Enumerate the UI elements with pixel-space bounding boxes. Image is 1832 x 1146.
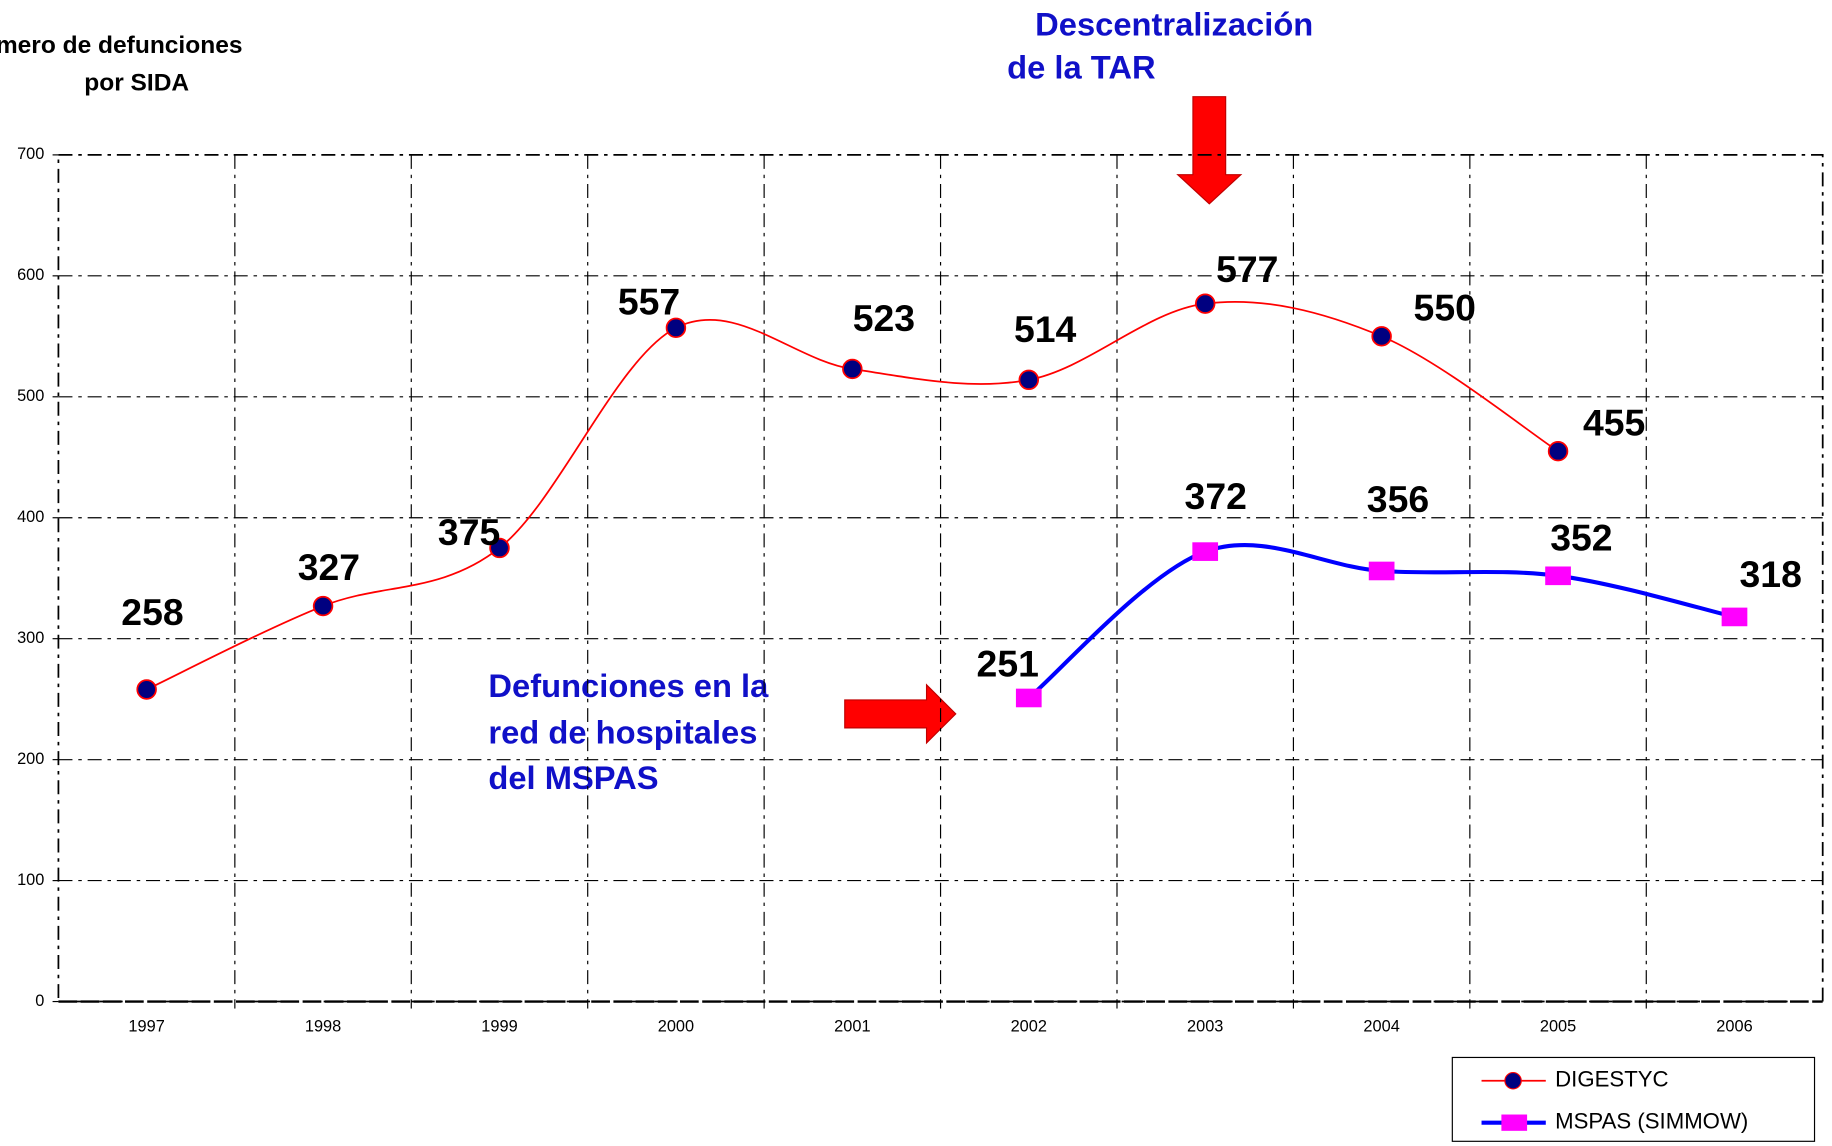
legend: DIGESTYC MSPAS (SIMMOW)	[1451, 1056, 1816, 1142]
data-label: 455	[1583, 402, 1645, 444]
x-tick-label: 2004	[1363, 1018, 1399, 1036]
y-tick-label: 100	[17, 871, 44, 889]
data-label: 577	[1216, 248, 1278, 290]
marker	[665, 317, 687, 339]
series-line	[146, 301, 1559, 691]
arrow	[844, 683, 957, 745]
marker	[842, 358, 863, 380]
data-label: 318	[1740, 553, 1802, 595]
x-tick-label: 2002	[1011, 1018, 1047, 1036]
y-axis-title: Número de defunciones	[0, 32, 242, 59]
marker	[1371, 326, 1392, 347]
marker	[1368, 561, 1395, 581]
annotation: del MSPAS	[488, 759, 658, 796]
legend-marker	[1501, 1114, 1528, 1131]
marker	[312, 595, 334, 617]
x-tick-label: 1998	[305, 1018, 341, 1036]
y-tick-label: 500	[17, 387, 44, 405]
data-label: 352	[1550, 517, 1612, 559]
x-tick-label: 2001	[834, 1018, 870, 1036]
x-tick-label: 2000	[658, 1018, 694, 1036]
x-tick-label: 2006	[1716, 1018, 1752, 1036]
y-tick-label: 200	[17, 750, 44, 768]
x-tick-label: 1999	[481, 1018, 517, 1036]
arrow	[1176, 96, 1243, 205]
data-label: 550	[1414, 287, 1476, 329]
y-tick-label: 0	[35, 992, 44, 1010]
x-tick-label: 2003	[1187, 1018, 1223, 1036]
y-axis-title: por SIDA	[84, 69, 189, 96]
annotation: Descentralización	[1035, 5, 1313, 42]
y-tick-label: 300	[17, 629, 44, 647]
annotation: Defunciones en la	[488, 667, 769, 704]
data-label: 375	[438, 511, 500, 553]
data-label: 258	[121, 591, 183, 633]
legend-label: MSPAS (SIMMOW)	[1555, 1109, 1748, 1134]
annotation: red de hospitales	[488, 714, 757, 751]
marker	[1015, 688, 1042, 708]
marker	[1192, 542, 1219, 561]
y-tick-label: 600	[17, 266, 44, 284]
marker	[1018, 369, 1039, 391]
data-label: 514	[1014, 308, 1077, 350]
annotation: de la TAR	[1007, 49, 1155, 86]
marker	[1194, 293, 1216, 314]
x-tick-label: 2005	[1540, 1018, 1576, 1036]
x-tick-label: 1997	[128, 1018, 164, 1036]
data-label: 557	[618, 280, 680, 322]
y-tick-label: 700	[17, 145, 44, 163]
marker	[136, 679, 157, 700]
data-label: 356	[1367, 478, 1429, 520]
marker	[1545, 566, 1571, 586]
data-label: 372	[1185, 475, 1247, 517]
marker	[1721, 607, 1748, 627]
chart-body: Número de defunciones por SIDA Descentra…	[0, 5, 1824, 1142]
data-label: 523	[853, 297, 915, 339]
marker	[1547, 441, 1569, 462]
marker	[489, 537, 510, 559]
legend-marker	[1504, 1072, 1522, 1090]
y-tick-label: 400	[17, 508, 44, 526]
data-label: 251	[977, 642, 1039, 684]
data-label: 327	[298, 546, 360, 588]
legend-label: DIGESTYC	[1555, 1067, 1668, 1092]
